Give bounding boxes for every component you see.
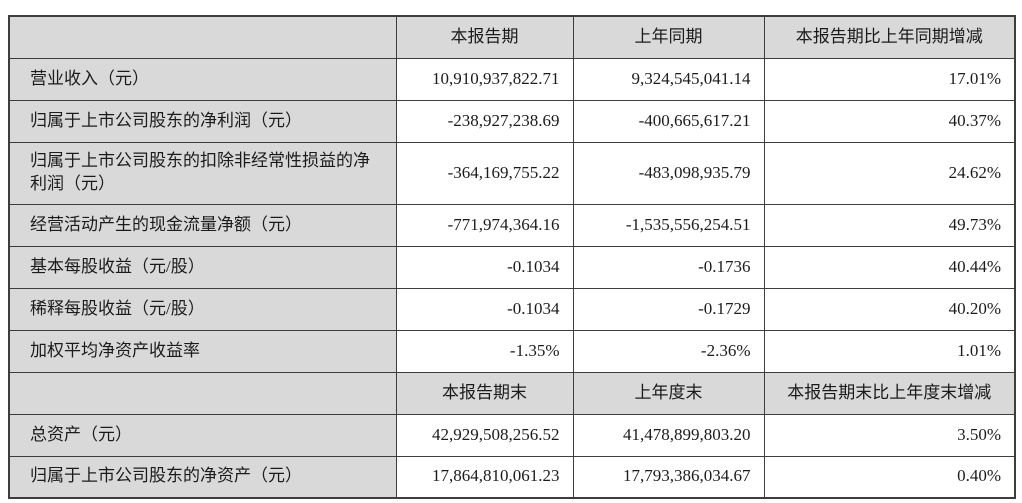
header-prior-year-end: 上年度末: [572, 371, 765, 415]
table-row: 归属于上市公司股东的净利润（元） -238,927,238.69 -400,66…: [8, 99, 1016, 143]
table-row: 加权平均净资产收益率 -1.35% -2.36% 1.01%: [8, 329, 1016, 373]
value-prior-period: 9,324,545,041.14: [572, 57, 765, 101]
value-current-period: -364,169,755.22: [395, 141, 574, 205]
value-change: 40.37%: [763, 99, 1016, 143]
header-corner-cell: [8, 371, 397, 415]
value-prior-period: -2.36%: [572, 329, 765, 373]
value-change: 1.01%: [763, 329, 1016, 373]
header-corner-cell: [8, 15, 397, 59]
value-prior-period: 17,793,386,034.67: [572, 455, 765, 499]
table-row: 总资产（元） 42,929,508,256.52 41,478,899,803.…: [8, 413, 1016, 457]
value-change: 0.40%: [763, 455, 1016, 499]
table-row: 基本每股收益（元/股） -0.1034 -0.1736 40.44%: [8, 245, 1016, 289]
header-period-change: 本报告期比上年同期增减: [763, 15, 1016, 59]
value-prior-period: -483,098,935.79: [572, 141, 765, 205]
period-end-header-row: 本报告期末 上年度末 本报告期末比上年度末增减: [8, 371, 1016, 415]
header-period-end-change: 本报告期末比上年度末增减: [763, 371, 1016, 415]
value-change: 49.73%: [763, 203, 1016, 247]
value-prior-period: 41,478,899,803.20: [572, 413, 765, 457]
value-change: 40.44%: [763, 245, 1016, 289]
period-header-row: 本报告期 上年同期 本报告期比上年同期增减: [8, 15, 1016, 59]
value-change: 3.50%: [763, 413, 1016, 457]
value-current-period: 10,910,937,822.71: [395, 57, 574, 101]
value-prior-period: -400,665,617.21: [572, 99, 765, 143]
table-row: 营业收入（元） 10,910,937,822.71 9,324,545,041.…: [8, 57, 1016, 101]
value-current-period: 42,929,508,256.52: [395, 413, 574, 457]
header-current-period: 本报告期: [395, 15, 574, 59]
header-current-period-end: 本报告期末: [395, 371, 574, 415]
value-current-period: -0.1034: [395, 287, 574, 331]
value-change: 40.20%: [763, 287, 1016, 331]
row-label: 营业收入（元）: [8, 57, 397, 101]
value-prior-period: -1,535,556,254.51: [572, 203, 765, 247]
table-row: 归属于上市公司股东的净资产（元） 17,864,810,061.23 17,79…: [8, 455, 1016, 499]
value-current-period: -0.1034: [395, 245, 574, 289]
value-prior-period: -0.1736: [572, 245, 765, 289]
value-current-period: -238,927,238.69: [395, 99, 574, 143]
value-change: 17.01%: [763, 57, 1016, 101]
key-financials-table: 本报告期 上年同期 本报告期比上年同期增减 营业收入（元） 10,910,937…: [8, 15, 1016, 499]
table-row: 稀释每股收益（元/股） -0.1034 -0.1729 40.20%: [8, 287, 1016, 331]
value-prior-period: -0.1729: [572, 287, 765, 331]
row-label: 归属于上市公司股东的净资产（元）: [8, 455, 397, 499]
table-row: 经营活动产生的现金流量净额（元） -771,974,364.16 -1,535,…: [8, 203, 1016, 247]
row-label: 稀释每股收益（元/股）: [8, 287, 397, 331]
row-label: 归属于上市公司股东的扣除非经常性损益的净利润（元）: [8, 141, 397, 205]
row-label: 加权平均净资产收益率: [8, 329, 397, 373]
value-change: 24.62%: [763, 141, 1016, 205]
row-label: 基本每股收益（元/股）: [8, 245, 397, 289]
row-label: 总资产（元）: [8, 413, 397, 457]
value-current-period: -1.35%: [395, 329, 574, 373]
row-label: 归属于上市公司股东的净利润（元）: [8, 99, 397, 143]
value-current-period: -771,974,364.16: [395, 203, 574, 247]
table-row: 归属于上市公司股东的扣除非经常性损益的净利润（元） -364,169,755.2…: [8, 141, 1016, 205]
header-prior-period: 上年同期: [572, 15, 765, 59]
row-label: 经营活动产生的现金流量净额（元）: [8, 203, 397, 247]
value-current-period: 17,864,810,061.23: [395, 455, 574, 499]
